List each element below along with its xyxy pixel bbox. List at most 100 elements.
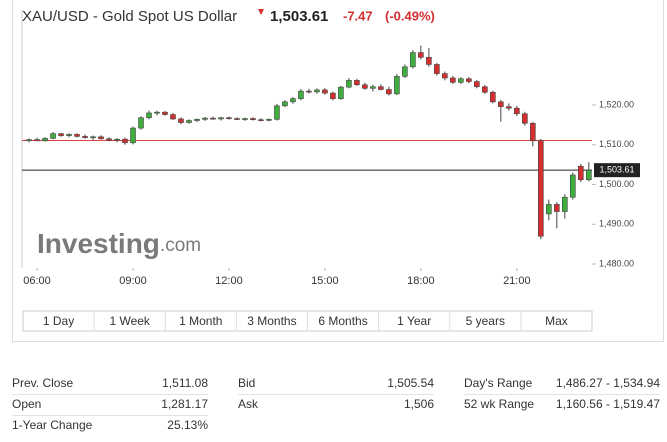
stat-value: 1,511.08 [162,376,208,390]
candle-body [26,139,32,142]
candle-body [370,86,376,89]
y-tick-label: 1,500.00 [599,179,634,189]
stat-value: 1,505.54 [387,376,434,390]
price-change-percent: (-0.49%) [385,8,435,23]
down-arrow-icon [258,9,264,15]
candle-body [258,119,264,122]
range-button-label[interactable]: 1 Day [43,314,74,328]
candle-body [242,118,248,120]
x-tick-label: 18:00 [407,275,435,287]
row-divider [238,394,434,395]
y-tick-label: 1,490.00 [599,219,634,229]
stat-label: Day's Range [464,376,533,390]
candle-body [314,89,320,93]
x-tick-label: 09:00 [119,275,147,287]
candle-body [66,134,72,136]
range-button-label[interactable]: 1 Year [397,314,431,328]
price-change: -7.47 [343,8,373,23]
candle-body [338,86,344,99]
candle-body [146,112,152,119]
candle-body [114,138,120,141]
candle-body [402,66,408,77]
chart-frame [12,0,664,342]
logo: Investing.com [37,228,201,259]
y-tick-label: 1,510.00 [599,139,634,149]
candle-body [282,101,288,107]
candle-body [490,91,496,103]
range-button-label[interactable]: 5 years [466,314,505,328]
candle-body [218,117,224,120]
candle-body [98,136,104,140]
x-tick-label: 21:00 [503,275,531,287]
logo-main: Investing [37,228,160,259]
candle-body [202,117,208,120]
candle-body [106,138,112,141]
y-tick-label: 1,520.00 [599,99,634,109]
candle-body [306,90,312,93]
candle-body [434,64,440,74]
candle-body [138,117,144,129]
range-button-label[interactable]: 1 Month [179,314,222,328]
chart: XAU/USD - Gold Spot US Dollar 1,503.61 -… [21,8,640,332]
candle-body [466,78,472,82]
row-divider [12,394,208,395]
candle-body [394,76,400,95]
candle-body [82,136,88,138]
candle-body [290,98,296,103]
range-button-label[interactable]: 1 Week [109,314,150,328]
candle-body [378,86,384,90]
candle-body [226,117,232,120]
stat-value: 1,486.27 - 1,534.94 [555,376,660,390]
instrument-title: XAU/USD - Gold Spot US Dollar [22,8,237,25]
candle-body [298,90,304,99]
x-tick-label: 15:00 [311,275,339,287]
stat-label: Prev. Close [12,376,74,390]
range-button-label[interactable]: Max [545,314,568,328]
range-button-label[interactable]: 3 Months [247,314,296,328]
row-divider [12,415,208,416]
candle-body [514,107,520,115]
candle-body [170,114,176,120]
candle-body [194,119,200,121]
candle-body [42,138,48,142]
candle-body [154,111,160,114]
last-price: 1,503.61 [270,8,328,25]
candle-body [562,196,568,212]
x-tick-label: 06:00 [23,275,51,287]
candle-body [322,89,328,94]
stat-label: 52 wk Range [464,397,535,411]
stat-value: 1,281.17 [161,397,208,411]
x-tick-label: 12:00 [215,275,243,287]
row-divider [464,394,660,395]
candle-body [74,134,80,137]
y-tick-label: 1,480.00 [599,258,634,268]
candle-body [538,140,544,237]
candle-body [578,165,584,181]
stat-value: 1,506 [403,397,434,411]
candle-body [506,106,512,109]
candle-body [458,78,464,83]
candle-body [178,118,184,123]
price-tag [594,163,640,178]
stat-label: Ask [238,397,259,411]
candle-body [498,101,504,107]
candle-body [362,84,368,89]
candle-body [418,52,424,58]
range-button-label[interactable]: 6 Months [318,314,367,328]
candle-body [330,92,336,99]
stat-label: Bid [238,376,256,390]
candle-body [426,57,432,65]
candle-body [522,113,528,124]
candle-body [570,174,576,198]
candle-body [346,80,352,88]
candle-body [554,204,560,212]
candle-body [90,136,96,139]
candle-body [162,111,168,115]
candle-body [210,117,216,120]
candle-body [442,73,448,79]
stat-label: 1-Year Change [12,418,93,432]
candle-body [586,169,592,181]
candle-body [530,122,536,142]
candle-body [546,204,552,215]
candle-body [410,52,416,68]
